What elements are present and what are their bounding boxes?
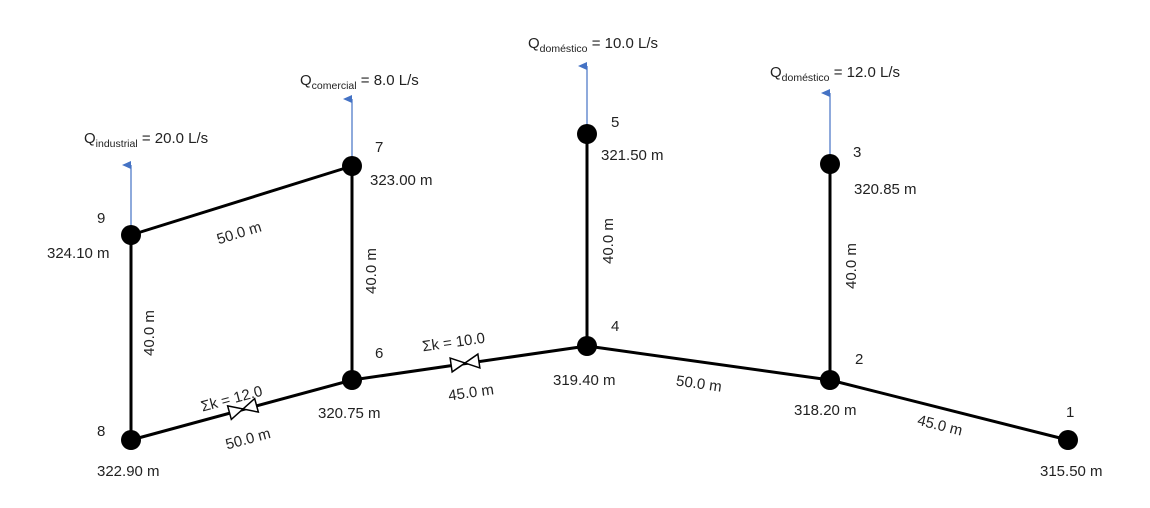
pipe-7-9 <box>130 164 353 237</box>
node-label: 6 <box>375 345 383 362</box>
node-elevation: 323.00 m <box>370 172 433 189</box>
node-8 <box>121 430 141 450</box>
node-label: 3 <box>853 144 861 161</box>
pipe-length: 40.0 m <box>363 248 380 294</box>
demand-label: Qcomercial = 8.0 L/s <box>300 72 419 92</box>
pipe-length: 50.0 m <box>675 372 723 395</box>
demand-label: Qindustrial = 20.0 L/s <box>84 130 208 150</box>
pipe-length: 40.0 m <box>141 310 158 356</box>
node-elevation: 324.10 m <box>47 245 110 262</box>
pipe-length: 45.0 m <box>447 381 495 404</box>
node-5 <box>577 124 597 144</box>
pipe-length: 45.0 m <box>916 412 965 440</box>
node-9 <box>121 225 141 245</box>
node-7 <box>342 156 362 176</box>
node-label: 1 <box>1066 404 1074 421</box>
pipe-length: 40.0 m <box>843 243 860 289</box>
node-label: 2 <box>855 351 863 368</box>
node-label: 4 <box>611 318 619 335</box>
node-2 <box>820 370 840 390</box>
pipe-1-2 <box>829 378 1069 442</box>
valve-label: Σk = 10.0 <box>421 330 486 356</box>
node-4 <box>577 336 597 356</box>
pipe-length: 50.0 m <box>215 219 264 249</box>
node-6 <box>342 370 362 390</box>
node-elevation: 322.90 m <box>97 463 160 480</box>
demand-label: Qdoméstico = 10.0 L/s <box>528 35 658 55</box>
valve-icon <box>226 397 260 421</box>
node-label: 9 <box>97 210 105 227</box>
pipe-length: 50.0 m <box>224 425 273 453</box>
valve-icon <box>449 352 481 374</box>
node-elevation: 321.50 m <box>601 147 664 164</box>
demand-label: Qdoméstico = 12.0 L/s <box>770 64 900 84</box>
node-1 <box>1058 430 1078 450</box>
node-label: 5 <box>611 114 619 131</box>
node-elevation: 319.40 m <box>553 372 616 389</box>
node-elevation: 318.20 m <box>794 402 857 419</box>
pipe-length: 40.0 m <box>600 218 617 264</box>
pipe-2-4 <box>586 344 831 382</box>
node-3 <box>820 154 840 174</box>
node-elevation: 320.75 m <box>318 405 381 422</box>
node-elevation: 315.50 m <box>1040 463 1103 480</box>
node-label: 8 <box>97 423 105 440</box>
node-label: 7 <box>375 139 383 156</box>
node-elevation: 320.85 m <box>854 181 917 198</box>
